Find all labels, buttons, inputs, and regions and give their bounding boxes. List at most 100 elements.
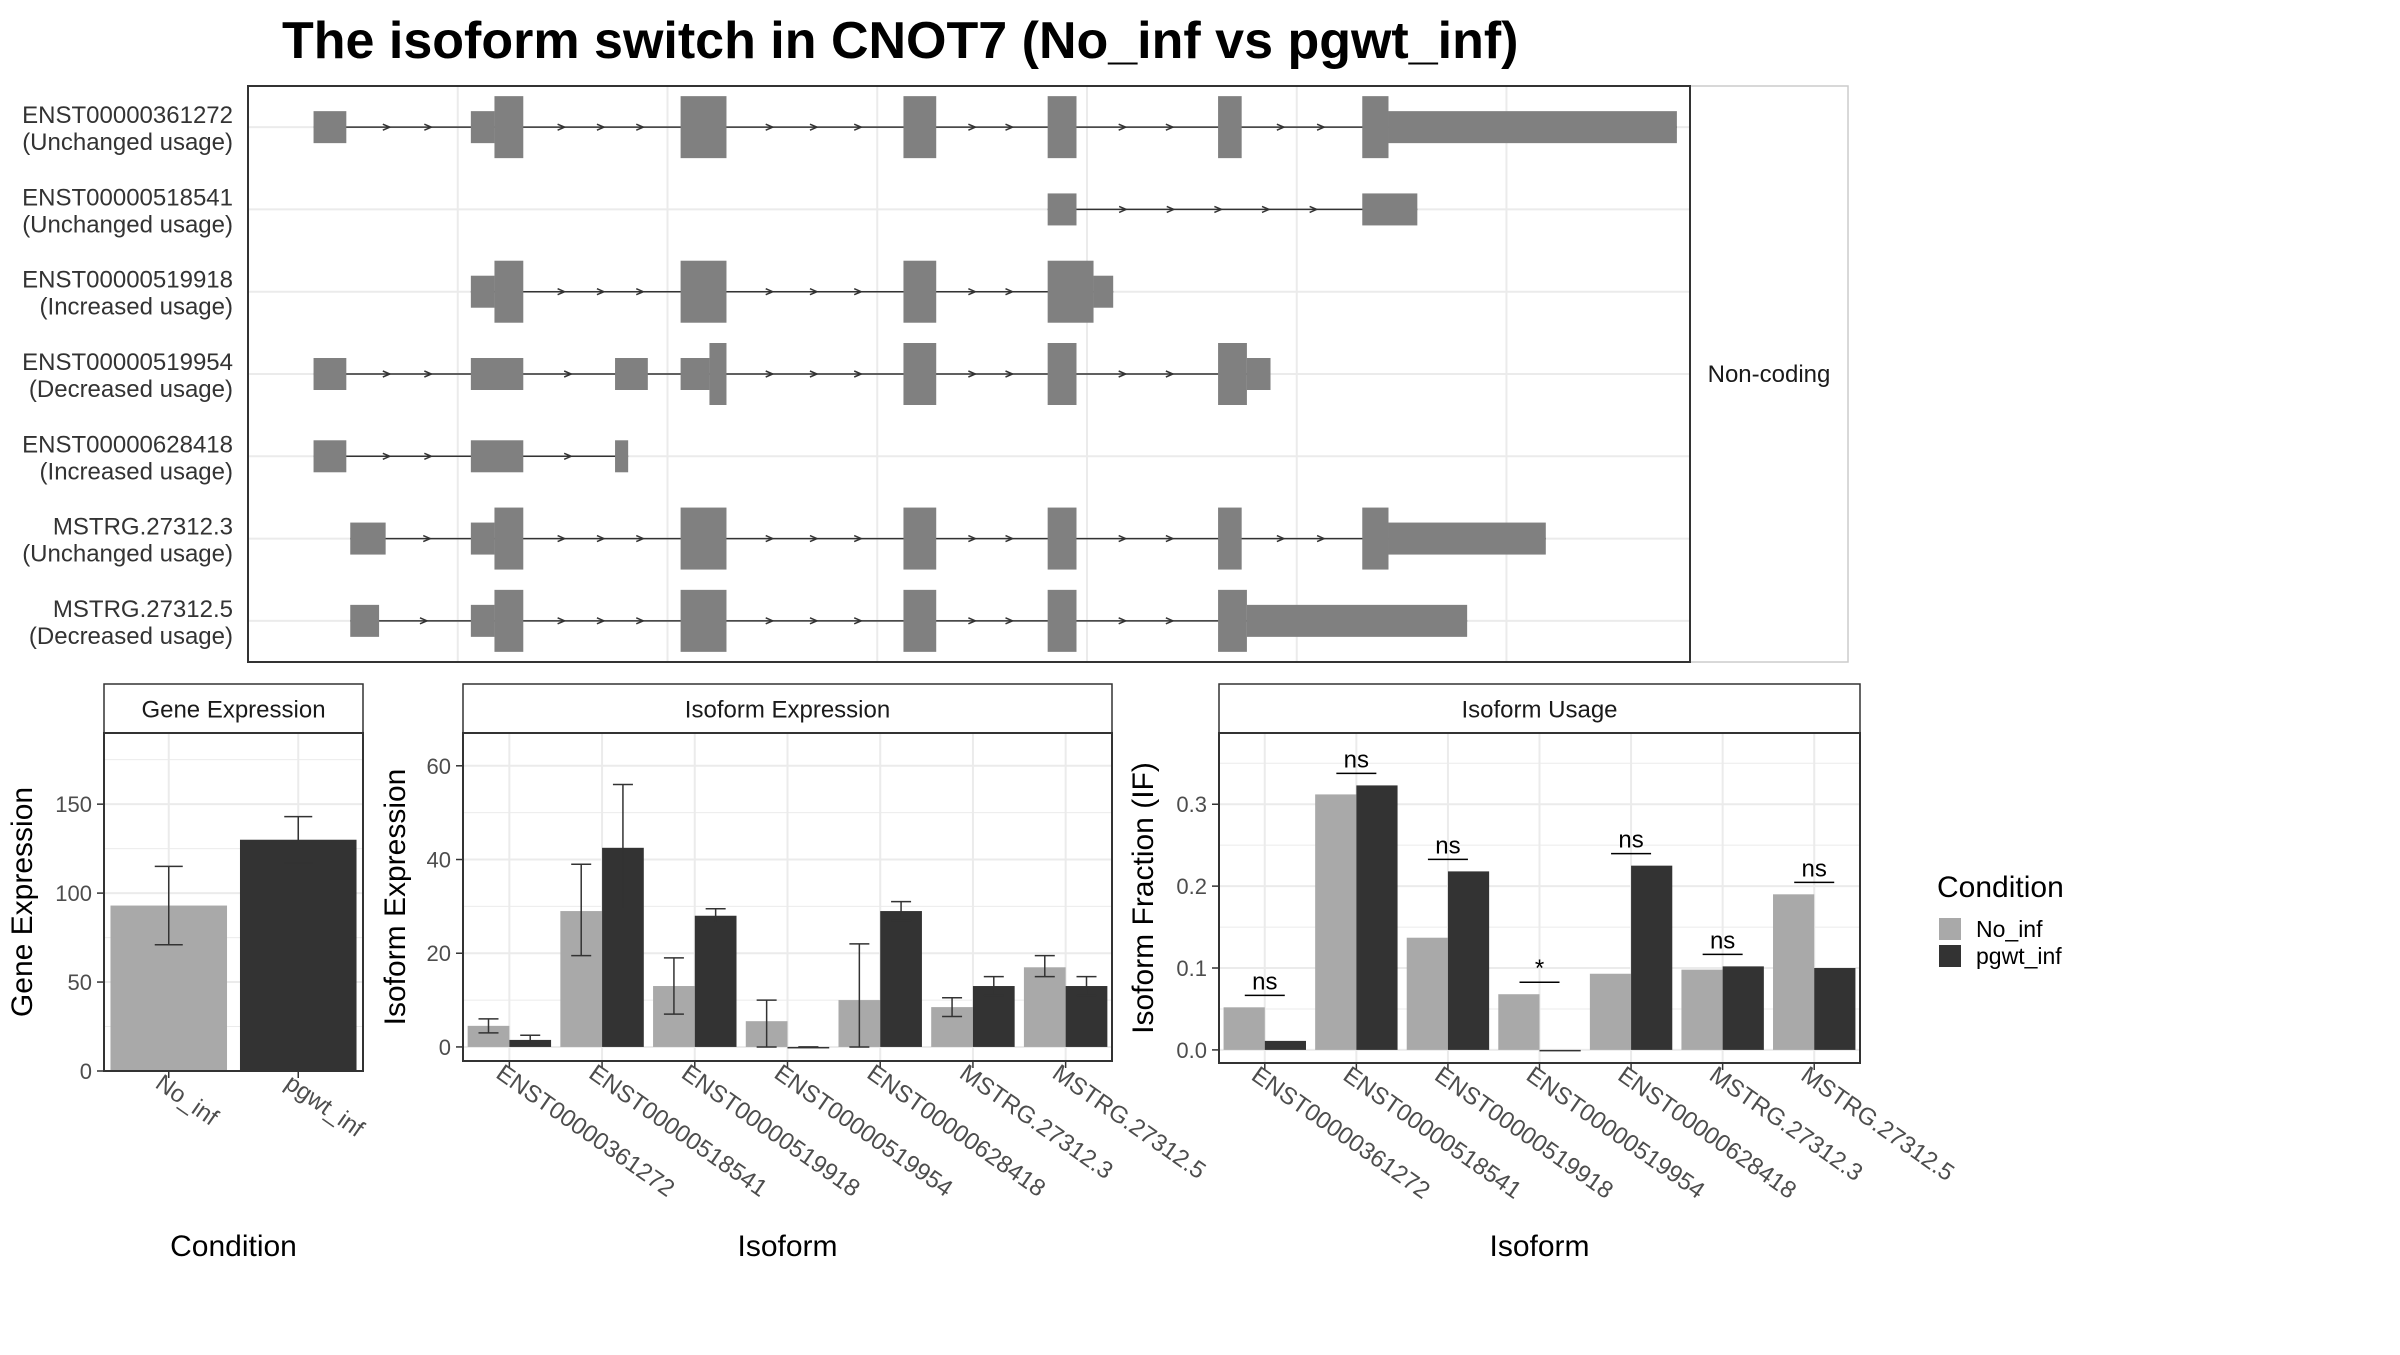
- intron-arrow: [968, 288, 978, 296]
- intron-arrow: [809, 534, 819, 543]
- intron-arrow: [422, 534, 433, 543]
- intron-arrow: [1118, 123, 1128, 131]
- intron-arrow: [1165, 370, 1175, 378]
- intron-arrow: [1118, 534, 1128, 543]
- bar: [1223, 1007, 1265, 1050]
- intron-arrow: [424, 123, 434, 131]
- exon-block: [615, 358, 648, 390]
- exon-block: [1362, 193, 1418, 226]
- panel-strip: [1218, 683, 1861, 734]
- exon-block: [903, 343, 937, 405]
- intron-arrow: [809, 617, 819, 625]
- bar: [1681, 969, 1723, 1050]
- bar: [1065, 986, 1108, 1047]
- exon-block: [494, 589, 524, 652]
- intron-arrow: [809, 123, 819, 131]
- panel-strip: [462, 683, 1113, 734]
- panel-title: Gene Expression: [141, 697, 325, 724]
- legend-label: No_inf: [1976, 916, 2043, 942]
- exon-block: [680, 507, 727, 570]
- intron-arrow: [563, 370, 574, 378]
- bar: [972, 986, 1015, 1047]
- exon-block: [470, 275, 495, 308]
- transcript-row: ENST00000518541(Unchanged usage): [22, 184, 1418, 238]
- exon-block: [470, 440, 524, 473]
- bar: [1447, 871, 1490, 1050]
- intron-arrow: [1276, 534, 1286, 543]
- x-tick-label: MSTRG.27312.5: [1047, 1059, 1210, 1184]
- intron-arrow: [1165, 617, 1175, 625]
- exon-block: [470, 111, 495, 144]
- y-tick-label: 0.3: [1176, 792, 1207, 817]
- panel-border: [103, 732, 364, 1072]
- exon-block: [313, 440, 347, 473]
- y-tick-label: 0.1: [1176, 956, 1207, 981]
- exon-block: [1362, 507, 1389, 570]
- intron-arrow: [1118, 370, 1128, 378]
- significance-label: ns: [1802, 855, 1827, 882]
- bar: [1264, 1040, 1306, 1050]
- exon-block: [1388, 522, 1546, 555]
- intron-arrow: [1005, 534, 1015, 543]
- transcript-usage-label: (Increased usage): [40, 458, 233, 485]
- intron-arrow: [1276, 123, 1286, 131]
- intron-arrow: [635, 534, 646, 543]
- intron-arrow: [419, 617, 429, 625]
- intron-arrow: [382, 452, 392, 460]
- intron-arrow: [853, 534, 864, 543]
- figure-title: The isoform switch in CNOT7 (No_inf vs p…: [282, 12, 1519, 70]
- intron-arrow: [1214, 205, 1224, 214]
- exon-block: [1047, 260, 1094, 323]
- exon-block: [1218, 343, 1247, 405]
- y-tick-label: 150: [55, 792, 92, 817]
- intron-arrow: [557, 534, 567, 543]
- exon-block: [1047, 589, 1077, 652]
- legend-label: pgwt_inf: [1976, 943, 2062, 969]
- intron-arrow: [596, 123, 606, 131]
- exon-block: [1362, 96, 1389, 159]
- transcript-usage-label: (Decreased usage): [29, 623, 233, 650]
- intron-arrow: [596, 534, 606, 543]
- exon-block: [1246, 358, 1271, 390]
- transcript-id-label: ENST00000628418: [22, 431, 233, 458]
- exon-block: [903, 260, 937, 323]
- exon-block: [494, 260, 524, 323]
- exon-block: [1093, 275, 1114, 308]
- exon-block: [1047, 193, 1077, 226]
- legend-swatch: [1939, 918, 1961, 940]
- transcript-usage-label: (Unchanged usage): [22, 541, 233, 568]
- significance-label: ns: [1344, 746, 1369, 773]
- transcript-usage-label: (Increased usage): [40, 294, 233, 321]
- intron-arrow: [424, 370, 434, 378]
- significance-label: ns: [1710, 927, 1735, 954]
- exon-block: [470, 522, 495, 555]
- intron-arrow: [765, 288, 775, 296]
- bar: [1773, 894, 1815, 1050]
- exon-block: [494, 507, 524, 570]
- x-tick-label: MSTRG.27312.5: [1796, 1061, 1959, 1186]
- significance-label: ns: [1435, 832, 1460, 859]
- transcript-id-label: MSTRG.27312.3: [53, 514, 233, 541]
- x-tick-label: MSTRG.27312.3: [1704, 1061, 1867, 1186]
- x-tick-label: MSTRG.27312.3: [955, 1059, 1118, 1184]
- exon-block: [470, 604, 495, 637]
- intron-arrow: [635, 123, 646, 131]
- bar: [1315, 794, 1357, 1050]
- transcript-id-label: ENST00000519954: [22, 349, 233, 376]
- bar: [1498, 994, 1540, 1050]
- intron-arrow: [557, 617, 567, 625]
- transcript-usage-label: (Unchanged usage): [22, 129, 233, 156]
- x-axis-title: Isoform: [737, 1230, 837, 1263]
- intron-arrow: [765, 123, 775, 131]
- intron-arrow: [809, 288, 819, 296]
- exon-block: [1218, 507, 1242, 570]
- intron-arrow: [563, 452, 574, 460]
- intron-arrow: [1005, 617, 1015, 625]
- intron-arrow: [424, 452, 434, 460]
- y-tick-label: 40: [427, 848, 451, 873]
- exon-block: [470, 358, 524, 390]
